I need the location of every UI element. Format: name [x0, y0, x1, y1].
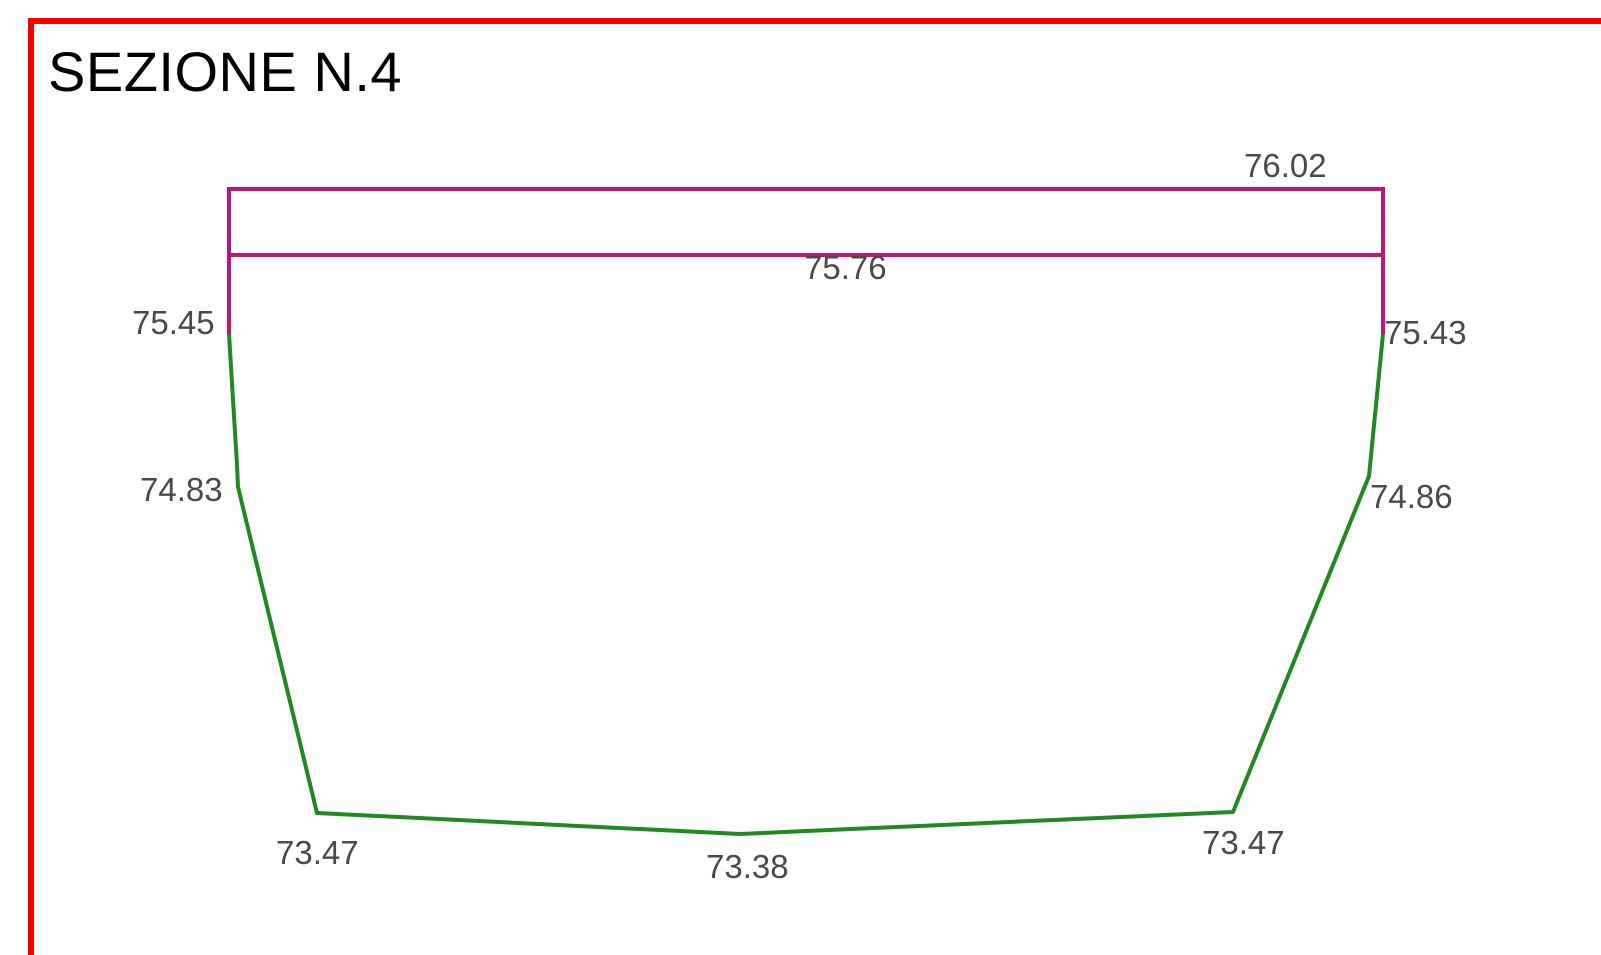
label-thalweg: 73.38 — [706, 848, 789, 885]
label-right-bank-mid: 74.86 — [1370, 478, 1453, 515]
label-water-level: 75.76 — [804, 249, 887, 286]
label-top-water: 76.02 — [1244, 147, 1327, 184]
label-left-bank-mid: 74.83 — [140, 471, 223, 508]
label-right-bank-top: 75.43 — [1384, 314, 1467, 351]
label-left-toe: 73.47 — [276, 834, 359, 871]
drawing-frame — [28, 18, 1601, 955]
label-right-toe: 73.47 — [1202, 824, 1285, 861]
water-outline — [227, 187, 1385, 334]
section-title: SEZIONE N.4 — [48, 40, 403, 103]
label-left-bank-top: 75.45 — [132, 304, 215, 341]
terrain-profile — [227, 333, 1385, 836]
